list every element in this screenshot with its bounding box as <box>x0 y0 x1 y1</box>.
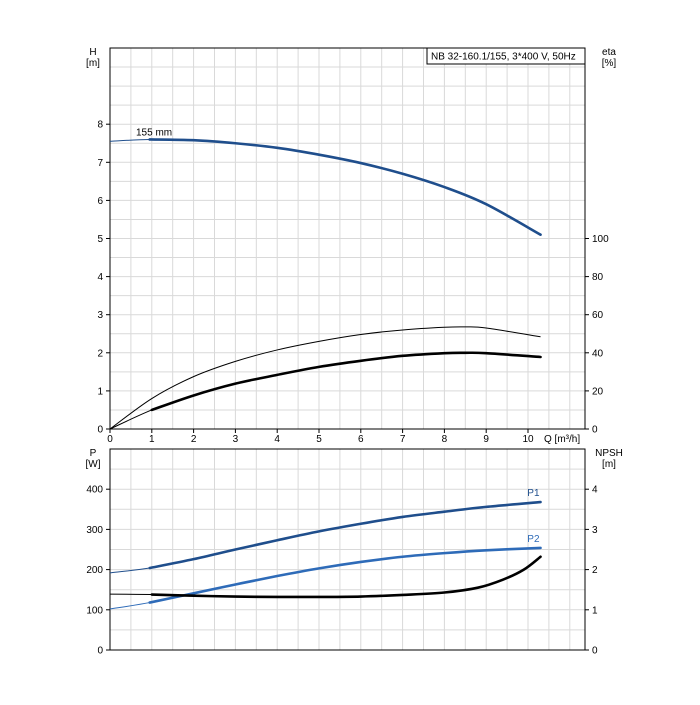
y-left-tick-label: 3 <box>97 310 103 321</box>
y-right-tick-label: 0 <box>592 425 598 436</box>
x-tick-label: 9 <box>483 434 489 445</box>
y-right-tick-label: 0 <box>592 646 598 657</box>
y-right-axis-unit: [%] <box>602 58 617 69</box>
y-right-tick-label: 20 <box>592 386 604 397</box>
y-left-tick-label: 7 <box>97 158 103 169</box>
series-line-thin <box>110 139 541 234</box>
y-right-tick-label: 2 <box>592 565 598 576</box>
x-tick-label: 7 <box>400 434 406 445</box>
x-tick-label: 1 <box>149 434 155 445</box>
x-tick-label: 3 <box>233 434 239 445</box>
series-line-thin <box>110 327 541 429</box>
y-right-tick-label: 60 <box>592 310 604 321</box>
y-right-tick-label: 3 <box>592 525 598 536</box>
x-tick-label: 8 <box>442 434 448 445</box>
y-left-axis-label: P <box>90 448 97 459</box>
y-left-tick-label: 400 <box>86 485 103 496</box>
series-line-thin <box>110 548 541 609</box>
series-line-operating <box>150 139 541 234</box>
chart-title: NB 32-160.1/155, 3*400 V, 50Hz <box>431 52 576 63</box>
x-tick-label: 4 <box>274 434 280 445</box>
series-label: P2 <box>527 534 540 545</box>
series-label: P1 <box>527 488 540 499</box>
series-curve-2 <box>110 327 541 429</box>
series-p1: P1 <box>110 488 541 573</box>
x-tick-label: 0 <box>107 434 113 445</box>
y-left-tick-label: 100 <box>86 605 103 616</box>
x-axis-label: Q [m³/h] <box>544 434 580 445</box>
y-left-tick-label: 1 <box>97 386 103 397</box>
y-right-tick-label: 100 <box>592 234 609 245</box>
y-left-tick-label: 0 <box>97 425 103 436</box>
y-left-tick-label: 200 <box>86 565 103 576</box>
x-tick-label: 2 <box>191 434 197 445</box>
y-left-tick-label: 5 <box>97 234 103 245</box>
y-left-axis-label: H <box>89 47 96 58</box>
x-tick-label: 5 <box>316 434 322 445</box>
y-left-tick-label: 6 <box>97 196 103 207</box>
series-label: 155 mm <box>136 127 172 138</box>
grid <box>110 48 585 429</box>
y-right-tick-label: 1 <box>592 605 598 616</box>
y-right-tick-label: 4 <box>592 485 598 496</box>
y-left-axis-unit: [m] <box>86 58 100 69</box>
x-tick-label: 10 <box>522 434 534 445</box>
y-right-axis-label: eta <box>602 47 616 58</box>
y-right-tick-label: 80 <box>592 272 604 283</box>
y-left-tick-label: 8 <box>97 120 103 131</box>
y-left-tick-label: 0 <box>97 646 103 657</box>
y-right-axis-unit: [m] <box>602 459 616 470</box>
y-left-tick-label: 300 <box>86 525 103 536</box>
series-line-operating <box>150 502 541 568</box>
chart-panel-2: 0 100 200 300 400 0 1 2 3 4 P[W] NPSH[m] P1 P2 <box>86 448 623 657</box>
y-right-tick-label: 40 <box>592 348 604 359</box>
y-left-axis-unit: [W] <box>86 459 101 470</box>
x-tick-label: 6 <box>358 434 364 445</box>
series-line-operating <box>152 353 541 410</box>
y-right-axis-label: NPSH <box>595 448 623 459</box>
y-left-tick-label: 4 <box>97 272 103 283</box>
y-left-tick-label: 2 <box>97 348 103 359</box>
